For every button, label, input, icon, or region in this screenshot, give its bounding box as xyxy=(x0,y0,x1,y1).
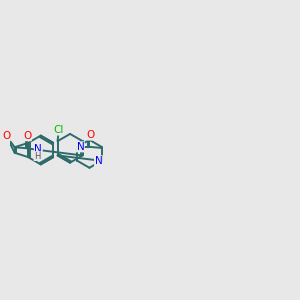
Text: H: H xyxy=(34,152,41,160)
Text: N: N xyxy=(94,156,102,166)
Text: O: O xyxy=(23,131,31,141)
Text: O: O xyxy=(2,130,10,141)
Text: N: N xyxy=(34,144,42,154)
Text: O: O xyxy=(87,130,95,140)
Text: Cl: Cl xyxy=(53,125,64,135)
Text: N: N xyxy=(76,142,84,152)
